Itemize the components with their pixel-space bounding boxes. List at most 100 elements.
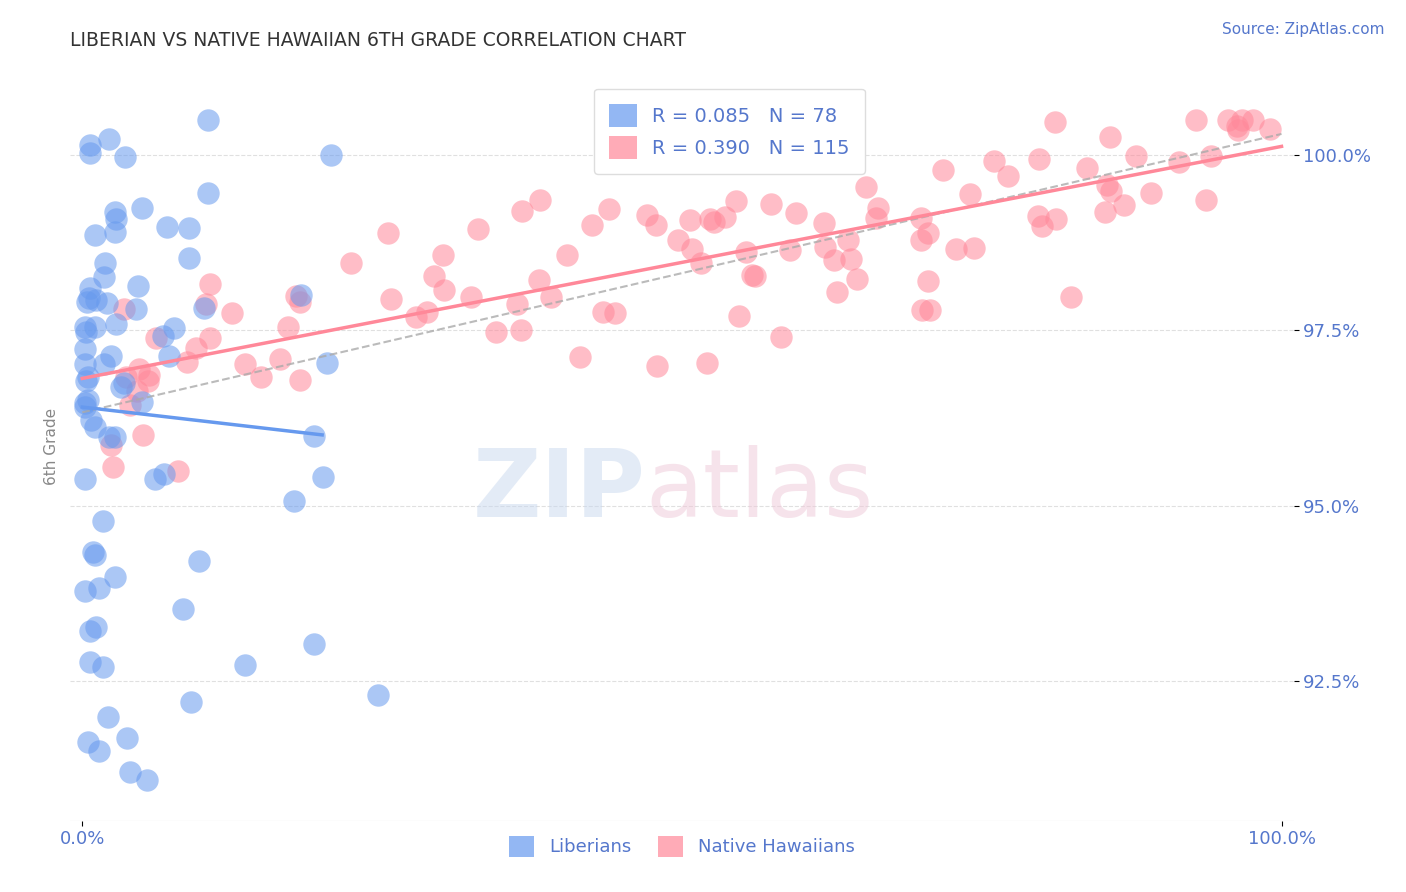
Point bbox=[581, 219, 603, 233]
Point bbox=[75, 325, 97, 339]
Point bbox=[666, 233, 689, 247]
Point bbox=[93, 358, 115, 372]
Point bbox=[120, 398, 142, 412]
Point bbox=[197, 186, 219, 200]
Point bbox=[557, 247, 579, 261]
Point bbox=[194, 297, 217, 311]
Point bbox=[179, 220, 201, 235]
Point bbox=[233, 357, 256, 371]
Point bbox=[484, 326, 506, 340]
Point bbox=[527, 273, 550, 287]
Point bbox=[997, 169, 1019, 184]
Point bbox=[319, 148, 342, 162]
Point bbox=[91, 660, 114, 674]
Legend: Liberians, Native Hawaiians: Liberians, Native Hawaiians bbox=[502, 829, 862, 864]
Point bbox=[104, 226, 127, 240]
Point bbox=[592, 305, 614, 319]
Text: ZIP: ZIP bbox=[472, 445, 645, 537]
Point bbox=[73, 342, 96, 356]
Point bbox=[118, 764, 141, 779]
Point bbox=[172, 601, 194, 615]
Point bbox=[1060, 290, 1083, 304]
Point bbox=[814, 240, 837, 254]
Point bbox=[868, 201, 890, 215]
Point bbox=[910, 211, 932, 226]
Point bbox=[114, 149, 136, 163]
Point bbox=[917, 274, 939, 288]
Point bbox=[131, 395, 153, 409]
Point bbox=[846, 272, 869, 286]
Point bbox=[1043, 114, 1066, 128]
Point bbox=[75, 374, 97, 388]
Point bbox=[423, 268, 446, 283]
Point bbox=[114, 369, 136, 384]
Point bbox=[959, 186, 981, 201]
Point bbox=[221, 306, 243, 320]
Point bbox=[187, 554, 209, 568]
Point bbox=[703, 215, 725, 229]
Point bbox=[727, 309, 749, 323]
Point bbox=[77, 735, 100, 749]
Point bbox=[76, 295, 98, 310]
Point bbox=[84, 548, 107, 562]
Point bbox=[367, 688, 389, 702]
Point bbox=[645, 218, 668, 232]
Point bbox=[93, 255, 115, 269]
Point bbox=[1028, 152, 1050, 166]
Point bbox=[79, 145, 101, 160]
Point bbox=[110, 380, 132, 394]
Point bbox=[506, 296, 529, 310]
Point bbox=[73, 583, 96, 598]
Point bbox=[467, 221, 489, 235]
Point bbox=[184, 341, 207, 355]
Point bbox=[931, 163, 953, 178]
Point bbox=[77, 392, 100, 407]
Point bbox=[131, 202, 153, 216]
Point bbox=[813, 216, 835, 230]
Point bbox=[84, 620, 107, 634]
Point bbox=[1099, 185, 1122, 199]
Point bbox=[101, 459, 124, 474]
Point bbox=[83, 319, 105, 334]
Point bbox=[157, 349, 180, 363]
Point bbox=[86, 293, 108, 307]
Point bbox=[1112, 198, 1135, 212]
Point bbox=[79, 624, 101, 638]
Point bbox=[136, 374, 159, 388]
Point bbox=[810, 144, 832, 158]
Point bbox=[128, 362, 150, 376]
Point bbox=[605, 306, 627, 320]
Point bbox=[152, 467, 174, 482]
Point bbox=[744, 269, 766, 284]
Point bbox=[112, 376, 135, 390]
Point bbox=[91, 515, 114, 529]
Point bbox=[283, 493, 305, 508]
Point bbox=[785, 206, 807, 220]
Point bbox=[127, 279, 149, 293]
Point bbox=[679, 213, 702, 227]
Point bbox=[103, 430, 125, 444]
Point bbox=[839, 252, 862, 267]
Point bbox=[179, 251, 201, 265]
Point bbox=[180, 695, 202, 709]
Point bbox=[339, 256, 361, 270]
Point bbox=[269, 352, 291, 367]
Text: Source: ZipAtlas.com: Source: ZipAtlas.com bbox=[1222, 22, 1385, 37]
Point bbox=[1216, 113, 1239, 128]
Point bbox=[1185, 113, 1208, 128]
Point bbox=[377, 226, 399, 240]
Point bbox=[540, 290, 562, 304]
Point bbox=[699, 212, 721, 227]
Point bbox=[910, 233, 932, 247]
Point bbox=[1140, 186, 1163, 200]
Point bbox=[1031, 219, 1053, 233]
Point bbox=[100, 438, 122, 452]
Point bbox=[1227, 123, 1250, 137]
Point bbox=[735, 244, 758, 259]
Text: atlas: atlas bbox=[645, 445, 873, 537]
Point bbox=[104, 212, 127, 227]
Point bbox=[963, 241, 986, 255]
Point bbox=[636, 208, 658, 222]
Point bbox=[779, 243, 801, 257]
Point bbox=[510, 203, 533, 218]
